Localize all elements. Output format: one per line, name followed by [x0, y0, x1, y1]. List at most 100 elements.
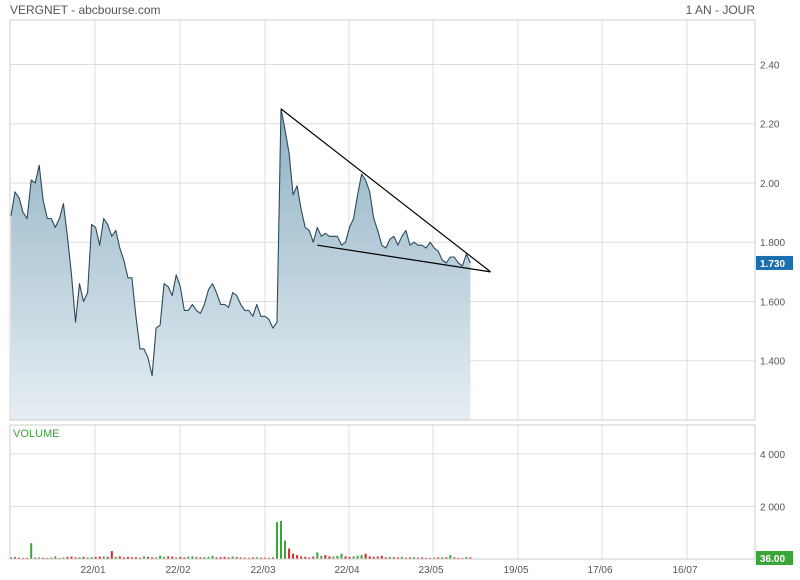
volume-bar — [94, 556, 97, 559]
volume-bar — [175, 557, 178, 559]
volume-bar — [126, 556, 129, 559]
volume-bar — [46, 557, 49, 559]
volume-bar — [191, 556, 194, 559]
volume-bar — [429, 557, 432, 559]
volume-bar — [22, 557, 25, 559]
volume-bar — [453, 557, 456, 559]
volume-bar — [187, 556, 190, 559]
price-tick-label: 1.400 — [760, 357, 785, 368]
volume-bar — [151, 557, 154, 559]
volume-bar — [179, 556, 182, 559]
volume-bar — [86, 557, 89, 559]
volume-bar — [167, 556, 170, 559]
volume-bar — [251, 557, 254, 559]
volume-bar — [66, 556, 69, 559]
volume-bar — [461, 557, 464, 559]
volume-bar — [239, 557, 242, 559]
price-frame — [9, 19, 756, 421]
price-tick-label: 2.40 — [760, 60, 780, 71]
volume-bar — [267, 557, 270, 559]
volume-bar — [159, 555, 162, 559]
volume-bar — [288, 548, 291, 559]
volume-bar — [465, 556, 468, 559]
x-tick-label: 17/06 — [587, 565, 612, 576]
volume-frame — [9, 424, 756, 560]
last-volume-value: 36.00 — [760, 554, 785, 565]
volume-bar — [70, 556, 73, 559]
volume-bar — [223, 556, 226, 559]
volume-bar — [433, 557, 436, 559]
volume-bar — [441, 557, 444, 559]
lower-trendline — [317, 244, 491, 273]
volume-bar — [348, 556, 351, 559]
volume-bar — [110, 551, 113, 559]
volume-bar — [130, 557, 133, 559]
period-label: 1 AN - JOUR — [685, 3, 755, 17]
volume-bar — [276, 522, 278, 559]
x-tick-label: 23/05 — [418, 565, 443, 576]
volume-bar — [308, 557, 311, 559]
volume-bar — [400, 556, 403, 559]
volume-bar — [312, 556, 315, 559]
volume-bar — [54, 556, 57, 559]
volume-tick-label: 4 000 — [760, 450, 785, 461]
volume-bar — [74, 557, 77, 559]
volume-bar — [352, 556, 355, 559]
volume-tick-label: 2 000 — [760, 502, 785, 513]
volume-bar — [296, 555, 299, 559]
volume-bar — [344, 556, 347, 559]
volume-bar — [409, 557, 411, 559]
volume-bar — [360, 555, 363, 559]
volume-bar — [139, 557, 141, 559]
volume-bar — [413, 557, 415, 559]
x-tick-label: 22/01 — [80, 565, 105, 576]
volume-label: VOLUME — [13, 428, 59, 440]
volume-bar — [356, 555, 359, 559]
volume-bar — [396, 557, 399, 559]
volume-bar — [421, 557, 424, 559]
volume-bar — [388, 556, 391, 559]
x-tick-label: 22/03 — [250, 565, 275, 576]
volume-bar — [163, 556, 166, 559]
volume-bar — [263, 557, 266, 559]
volume-bar — [26, 557, 29, 559]
x-tick-label: 16/07 — [672, 565, 697, 576]
volume-bar — [147, 556, 149, 559]
volume-bar — [259, 557, 262, 559]
volume-bar — [30, 543, 33, 559]
volume-bar — [227, 557, 230, 559]
volume-bar — [183, 557, 186, 559]
volume-bar — [328, 556, 331, 559]
volume-bar — [255, 557, 258, 559]
volume-bar — [203, 557, 206, 559]
volume-bar — [10, 557, 12, 559]
volume-bar — [118, 556, 121, 559]
volume-bar — [62, 557, 65, 559]
price-tick-label: 1.800 — [760, 238, 785, 249]
volume-bar — [211, 555, 214, 559]
volume-bar — [380, 555, 383, 559]
volume-bar — [207, 556, 210, 559]
volume-bar — [171, 556, 174, 559]
x-tick-label: 22/04 — [334, 565, 359, 576]
volume-bar — [247, 557, 250, 559]
volume-bar — [243, 557, 246, 559]
volume-bar — [155, 557, 158, 559]
volume-bar — [215, 557, 218, 559]
volume-bar — [417, 557, 419, 559]
volume-bar — [300, 556, 303, 559]
volume-bar — [372, 556, 375, 559]
price-line — [10, 108, 471, 377]
volume-bar — [78, 557, 81, 559]
volume-bar — [336, 555, 339, 559]
volume-bar — [231, 556, 234, 559]
volume-bar — [320, 555, 323, 559]
volume-bar — [449, 555, 452, 559]
volume-bar — [143, 556, 145, 559]
volume-bar — [332, 556, 335, 559]
last-volume-badge — [756, 551, 793, 565]
volume-bar — [437, 557, 440, 559]
volume-bar — [14, 556, 16, 559]
price-area — [11, 108, 471, 421]
volume-bar — [199, 557, 202, 559]
